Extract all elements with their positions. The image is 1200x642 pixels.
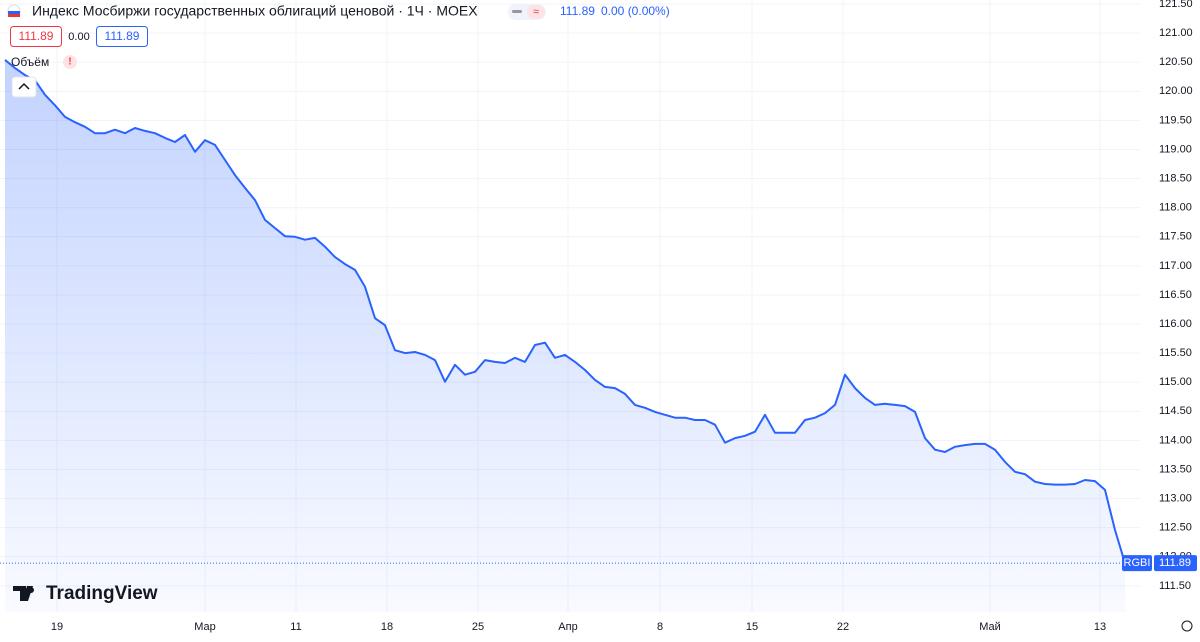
y-tick-label: 118.00 xyxy=(1159,202,1192,214)
y-tick-label: 113.00 xyxy=(1159,492,1192,504)
collapse-button[interactable] xyxy=(11,76,37,98)
y-tick-label: 120.50 xyxy=(1159,56,1193,68)
y-tick-label: 115.00 xyxy=(1159,376,1192,388)
toggle-glyph: ≈ xyxy=(533,6,539,18)
sell-price: 111.89 xyxy=(19,29,54,43)
warning-icon[interactable] xyxy=(63,55,77,69)
flag-stripe xyxy=(8,11,20,14)
y-tick-label: 117.00 xyxy=(1159,260,1192,272)
x-tick-label: 25 xyxy=(472,621,484,633)
collapse-icon xyxy=(18,82,30,90)
logo-icon xyxy=(13,586,33,601)
toggle-icon xyxy=(512,10,522,13)
symbol-tag xyxy=(1122,555,1152,572)
x-tick-label: 13 xyxy=(1094,621,1106,633)
logo-icon xyxy=(28,587,34,593)
x-tick-label: Мар xyxy=(194,621,216,633)
symbol-tag-label: RGBI xyxy=(1124,557,1151,569)
y-tick-label: 119.50 xyxy=(1159,114,1192,126)
buy-button[interactable] xyxy=(96,26,148,47)
settings-icon[interactable] xyxy=(1181,620,1193,632)
price-line xyxy=(4,59,1126,564)
y-tick-label: 111.50 xyxy=(1159,580,1191,592)
volume-indicator[interactable]: Объём xyxy=(11,55,49,69)
price-tag-label: 111.89 xyxy=(1159,557,1191,569)
y-tick-label: 112.50 xyxy=(1159,522,1192,534)
x-tick-label: Апр xyxy=(558,621,577,633)
warning-glyph: ! xyxy=(68,57,71,68)
last-price: 111.89 xyxy=(560,4,595,18)
price-change: 0.00 (0.00%) xyxy=(601,4,670,18)
y-tick-label: 114.00 xyxy=(1159,434,1192,446)
x-tick-label: Май xyxy=(979,621,1001,633)
spread: 0.00 xyxy=(68,31,89,43)
buy-price: 111.89 xyxy=(105,29,140,43)
sell-button[interactable] xyxy=(10,26,62,47)
y-tick-label: 121.50 xyxy=(1159,0,1193,10)
y-tick-label: 116.50 xyxy=(1159,289,1192,301)
x-tick-label: 22 xyxy=(837,621,849,633)
toggle-icon[interactable] xyxy=(527,5,545,19)
y-tick-label: 119.00 xyxy=(1159,143,1192,155)
y-tick-label: 115.50 xyxy=(1159,347,1192,359)
y-tick-label: 114.50 xyxy=(1159,405,1192,417)
symbol-title[interactable]: Индекс Мосбиржи государственных облигаци… xyxy=(32,3,478,19)
y-tick-label: 117.50 xyxy=(1159,231,1192,243)
price-tag xyxy=(1154,555,1197,572)
x-tick-label: 18 xyxy=(381,621,393,633)
y-tick-label: 118.50 xyxy=(1159,173,1192,185)
y-tick-label: 120.00 xyxy=(1159,85,1193,97)
x-tick-label: 8 xyxy=(657,621,663,633)
brand-logo: TradingView xyxy=(46,583,158,604)
x-tick-label: 11 xyxy=(290,621,301,633)
flag-stripe xyxy=(8,14,20,17)
y-tick-label: 113.50 xyxy=(1159,463,1192,475)
area-fill xyxy=(5,59,1125,612)
x-tick-label: 19 xyxy=(51,621,63,633)
y-tick-label: 116.00 xyxy=(1159,318,1192,330)
x-tick-label: 15 xyxy=(746,621,758,633)
y-tick-label: 121.00 xyxy=(1159,27,1193,39)
